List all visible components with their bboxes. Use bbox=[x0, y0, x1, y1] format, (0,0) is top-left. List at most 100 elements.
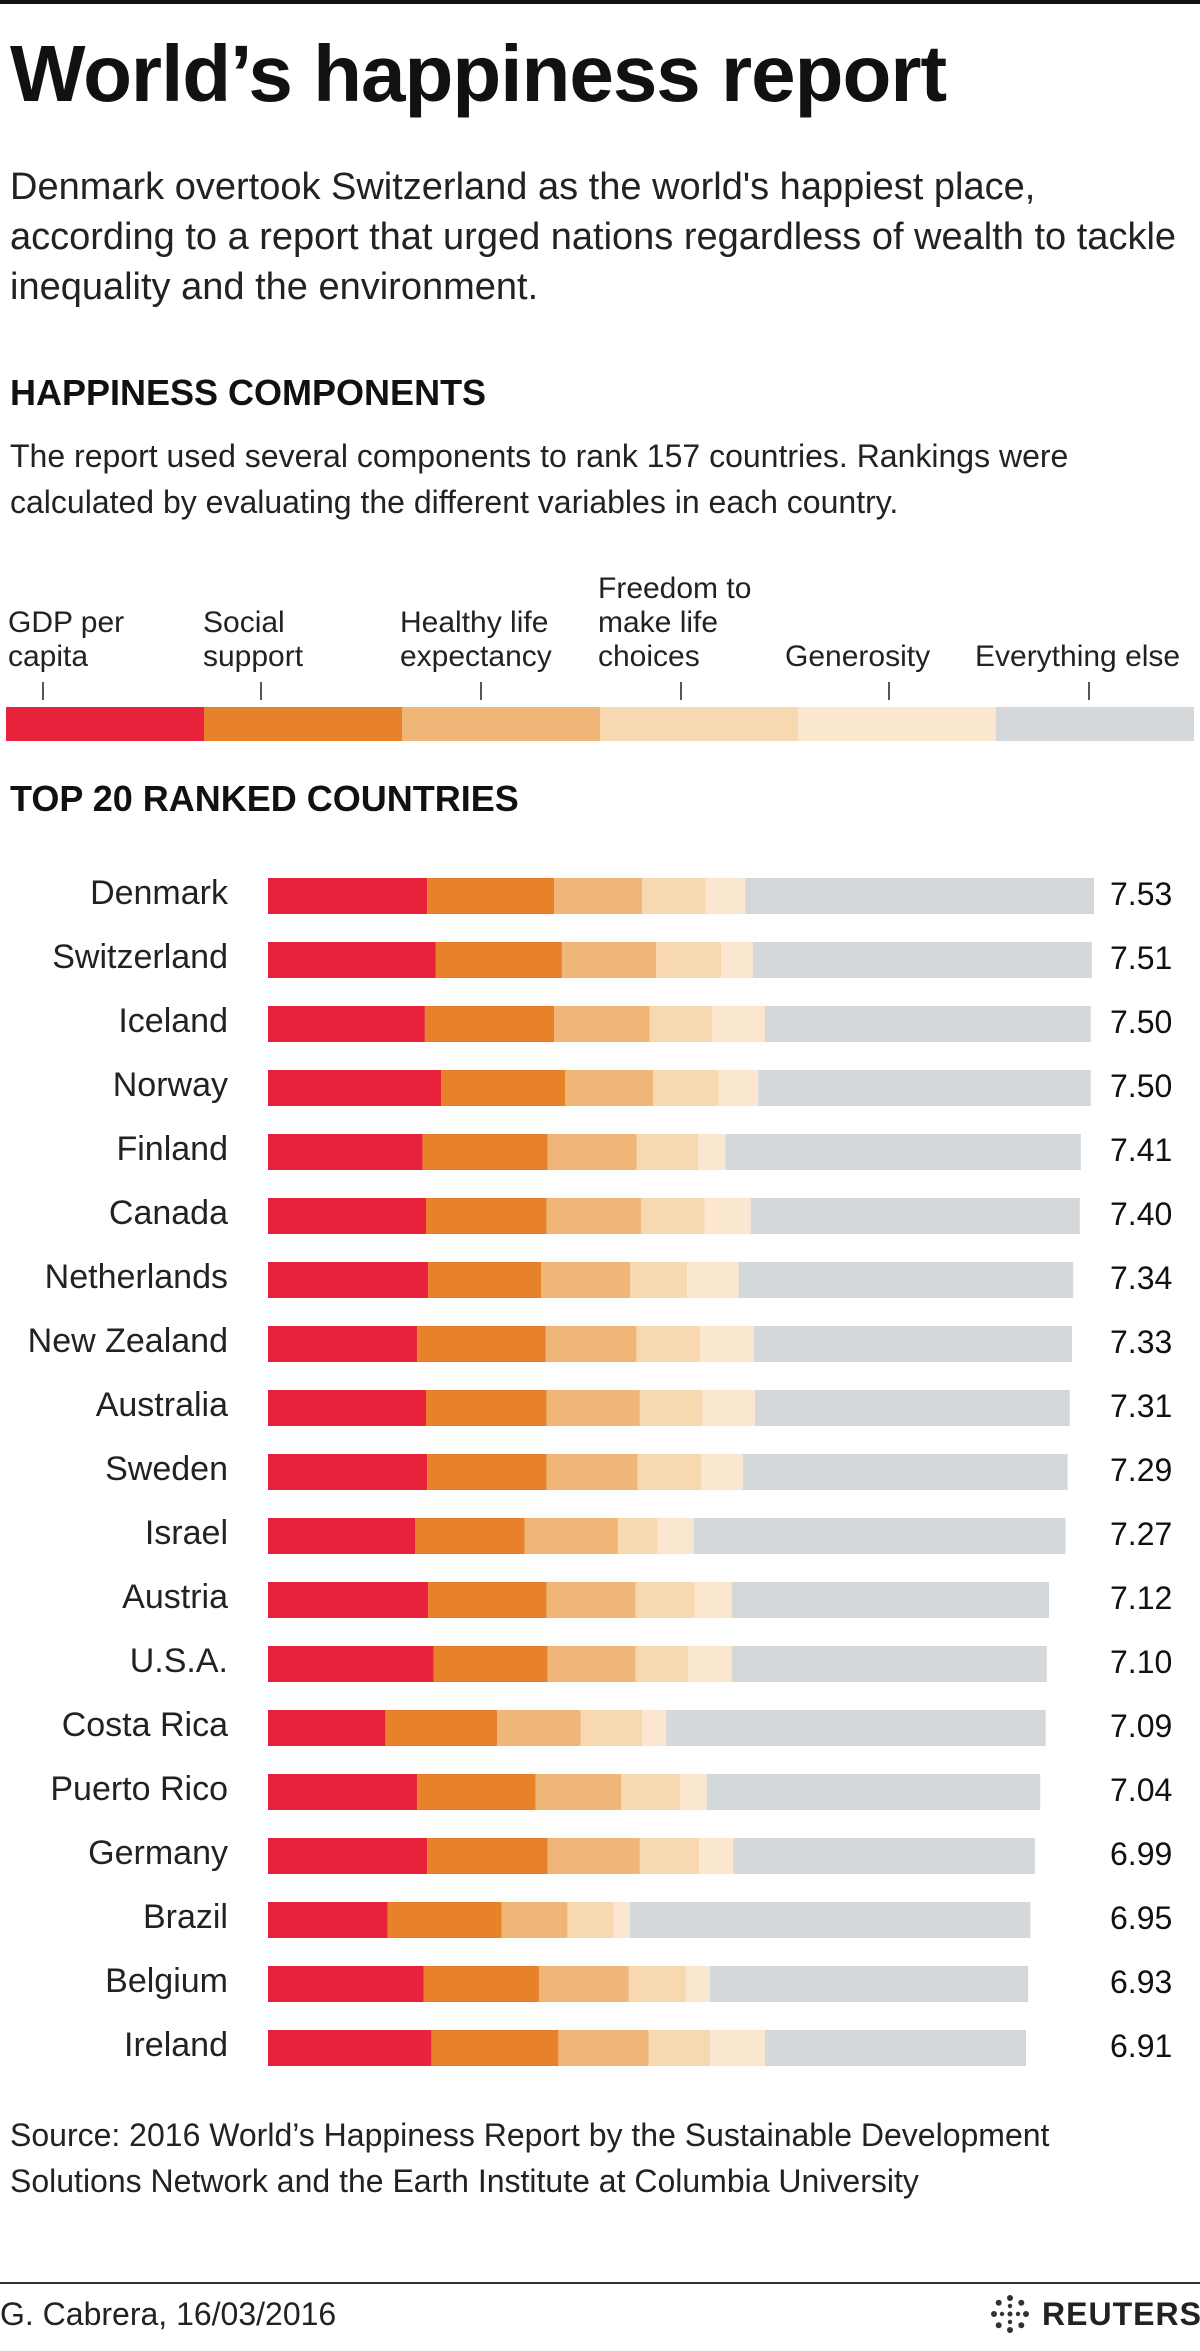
legend-tick bbox=[1088, 682, 1090, 700]
bar-puerto-rico-5 bbox=[680, 1774, 707, 1810]
bar-u-s-a--6 bbox=[732, 1646, 1047, 1682]
bar-finland-5 bbox=[698, 1134, 726, 1170]
bar-netherlands-3 bbox=[541, 1262, 630, 1298]
footer-rule bbox=[0, 2282, 1200, 2284]
legend-label-4: Freedom to make life choices bbox=[598, 572, 751, 674]
reuters-logo: REUTERS bbox=[990, 2294, 1200, 2334]
country-label: Switzerland bbox=[52, 938, 228, 976]
bar-denmark-4 bbox=[642, 878, 706, 914]
bar-iceland-3 bbox=[554, 1006, 650, 1042]
bar-switzerland-1 bbox=[268, 942, 436, 978]
bar-australia-6 bbox=[755, 1390, 1070, 1426]
bar-belgium-2 bbox=[423, 1966, 539, 2002]
bar-iceland-2 bbox=[424, 1006, 555, 1042]
bar-denmark-1 bbox=[268, 878, 428, 914]
bar-sweden-3 bbox=[546, 1454, 638, 1490]
legend-label-line: choices bbox=[598, 640, 700, 673]
score-label: 6.91 bbox=[1110, 2028, 1173, 2064]
bar-iceland-1 bbox=[268, 1006, 425, 1042]
legend-label-line: Freedom to bbox=[598, 572, 752, 605]
bar-denmark-2 bbox=[427, 878, 555, 914]
bar-netherlands-2 bbox=[428, 1262, 542, 1298]
country-label: Costa Rica bbox=[61, 1706, 228, 1744]
bar-canada-4 bbox=[641, 1198, 705, 1234]
bar-puerto-rico-3 bbox=[535, 1774, 622, 1810]
bar-germany-1 bbox=[268, 1838, 428, 1874]
bar-new-zealand-2 bbox=[417, 1326, 546, 1362]
bar-switzerland-5 bbox=[721, 942, 753, 978]
legend-tick bbox=[480, 682, 482, 700]
legend-label-1: GDP per capita bbox=[8, 606, 124, 674]
score-label: 6.93 bbox=[1110, 1964, 1173, 2000]
bar-finland-3 bbox=[547, 1134, 637, 1170]
bar-australia-4 bbox=[639, 1390, 703, 1426]
brand-name: REUTERS bbox=[1042, 2295, 1200, 2332]
country-label: Netherlands bbox=[44, 1258, 228, 1296]
bar-belgium-4 bbox=[628, 1966, 686, 2002]
bar-new-zealand-6 bbox=[753, 1326, 1072, 1362]
bar-austria-4 bbox=[635, 1582, 695, 1618]
bar-norway-1 bbox=[268, 1070, 442, 1106]
bar-sweden-6 bbox=[743, 1454, 1068, 1490]
country-label: Iceland bbox=[118, 1002, 228, 1040]
bar-u-s-a--4 bbox=[635, 1646, 689, 1682]
bar-belgium-3 bbox=[538, 1966, 629, 2002]
bar-ireland-2 bbox=[431, 2030, 559, 2066]
score-label: 7.31 bbox=[1110, 1388, 1173, 1424]
bar-israel-3 bbox=[524, 1518, 618, 1554]
legend-label-line: capita bbox=[8, 640, 89, 673]
bar-switzerland-2 bbox=[435, 942, 562, 978]
bar-austria-2 bbox=[428, 1582, 547, 1618]
bar-brazil-6 bbox=[630, 1902, 1031, 1938]
bar-u-s-a--3 bbox=[547, 1646, 636, 1682]
bar-costa-rica-1 bbox=[268, 1710, 386, 1746]
bar-costa-rica-6 bbox=[666, 1710, 1046, 1746]
bar-switzerland-6 bbox=[752, 942, 1092, 978]
components-heading: HAPPINESS COMPONENTS bbox=[10, 372, 487, 413]
score-label: 7.27 bbox=[1110, 1516, 1173, 1552]
subtitle: Denmark overtook Switzerland as the worl… bbox=[10, 166, 1177, 308]
bar-new-zealand-3 bbox=[545, 1326, 637, 1362]
score-label: 6.95 bbox=[1110, 1900, 1173, 1936]
components-description: The report used several components to ra… bbox=[10, 438, 1069, 520]
bar-sweden-5 bbox=[701, 1454, 743, 1490]
score-label: 7.50 bbox=[1110, 1068, 1173, 1104]
bar-iceland-5 bbox=[712, 1006, 765, 1042]
bar-austria-5 bbox=[694, 1582, 732, 1618]
legend-label-line: GDP per bbox=[8, 606, 125, 639]
legend-label-5: Generosity bbox=[785, 640, 930, 674]
legend-swatch-3 bbox=[402, 707, 600, 741]
country-label: Canada bbox=[108, 1194, 228, 1232]
country-label: Brazil bbox=[142, 1898, 228, 1936]
bar-ireland-1 bbox=[268, 2030, 432, 2066]
bar-canada-2 bbox=[426, 1198, 547, 1234]
legend-tick bbox=[260, 682, 262, 700]
country-label: Puerto Rico bbox=[50, 1770, 228, 1808]
legend-label-line: make life bbox=[598, 606, 719, 639]
bar-finland-4 bbox=[636, 1134, 698, 1170]
bar-canada-6 bbox=[750, 1198, 1080, 1234]
bar-costa-rica-4 bbox=[580, 1710, 642, 1746]
bar-netherlands-1 bbox=[268, 1262, 429, 1298]
bar-switzerland-4 bbox=[656, 942, 721, 978]
legend-label-line: Social bbox=[203, 606, 285, 639]
legend-label-6: Everything else bbox=[975, 640, 1180, 674]
bar-canada-1 bbox=[268, 1198, 426, 1234]
bar-ireland-4 bbox=[648, 2030, 710, 2066]
bar-israel-2 bbox=[415, 1518, 525, 1554]
bar-brazil-4 bbox=[567, 1902, 614, 1938]
country-label: Austria bbox=[122, 1578, 228, 1616]
bar-finland-1 bbox=[268, 1134, 423, 1170]
bar-puerto-rico-1 bbox=[268, 1774, 418, 1810]
legend-label-line: Healthy life bbox=[400, 606, 549, 639]
bar-brazil-1 bbox=[268, 1902, 388, 1938]
bar-brazil-2 bbox=[387, 1902, 502, 1938]
bar-u-s-a--1 bbox=[268, 1646, 434, 1682]
bar-costa-rica-3 bbox=[497, 1710, 581, 1746]
score-label: 7.50 bbox=[1110, 1004, 1173, 1040]
bar-brazil-3 bbox=[501, 1902, 568, 1938]
bar-austria-3 bbox=[546, 1582, 636, 1618]
bar-germany-4 bbox=[639, 1838, 700, 1874]
bar-netherlands-4 bbox=[630, 1262, 687, 1298]
